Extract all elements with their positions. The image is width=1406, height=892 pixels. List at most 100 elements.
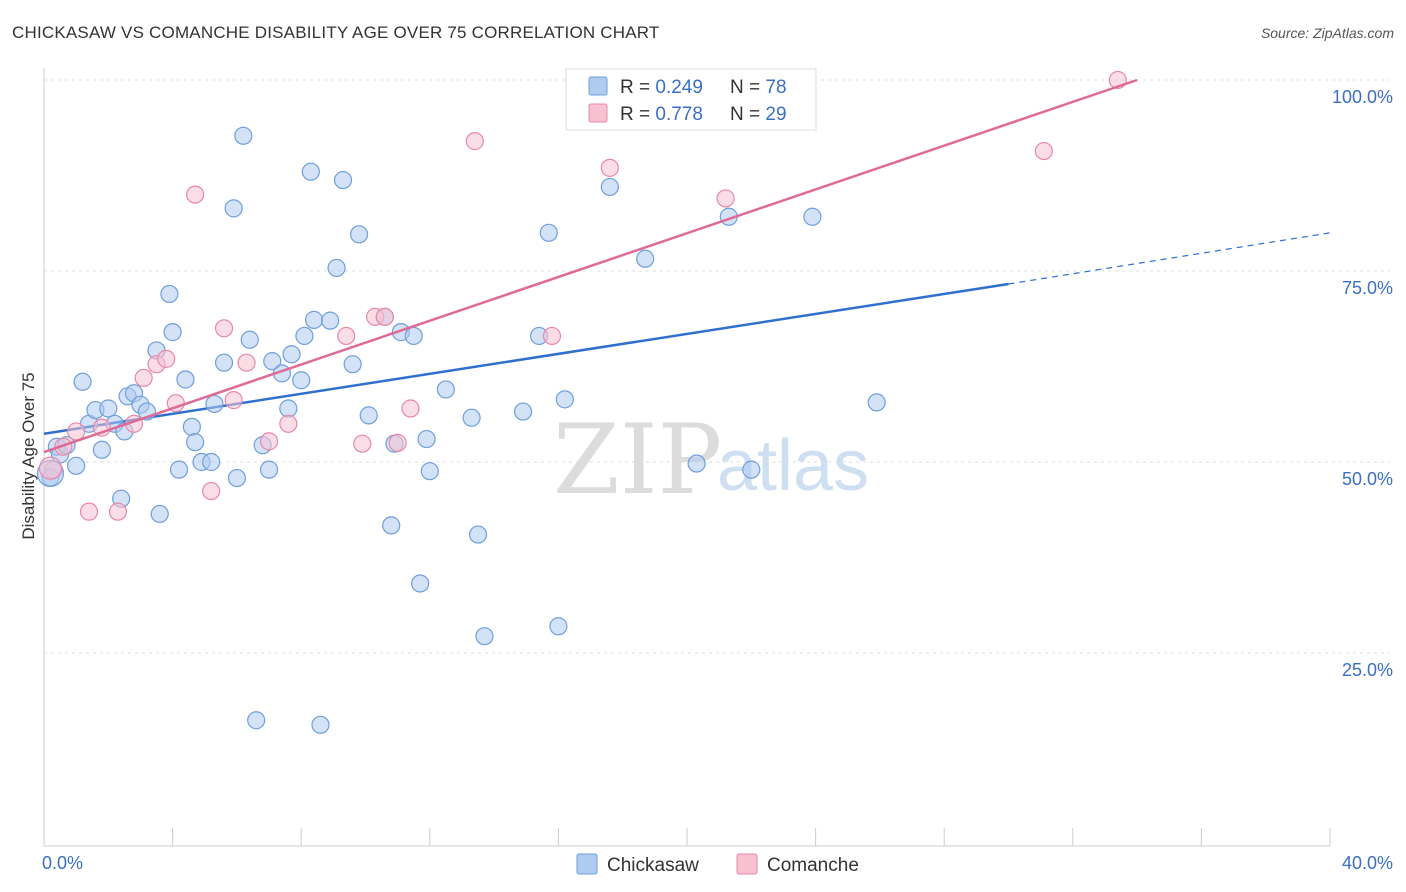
point-comanche bbox=[375, 307, 394, 326]
trend-line-comanche bbox=[43, 78, 1138, 454]
point-comanche bbox=[716, 189, 735, 208]
legend-r-label-2: R = 0.778 bbox=[620, 104, 703, 125]
point-chickasaw bbox=[224, 199, 243, 218]
point-chickasaw bbox=[263, 352, 282, 371]
tick-labels: 25.0% 50.0% 75.0% 100.0% 0.0% 40.0% bbox=[42, 87, 1393, 873]
point-chickasaw bbox=[549, 617, 568, 636]
point-chickasaw bbox=[349, 225, 369, 244]
point-chickasaw bbox=[475, 627, 494, 646]
point-chickasaw bbox=[436, 380, 455, 399]
point-chickasaw bbox=[214, 353, 234, 372]
data-points bbox=[36, 70, 1138, 734]
correlation-legend: R = 0.249 N = 78 R = 0.778 N = 29 bbox=[565, 68, 817, 131]
chart-title: CHICKASAW VS COMANCHE DISABILITY AGE OVE… bbox=[12, 23, 660, 42]
point-chickasaw bbox=[227, 468, 246, 488]
point-chickasaw bbox=[513, 402, 533, 421]
point-comanche bbox=[108, 502, 128, 521]
point-chickasaw bbox=[420, 462, 439, 481]
bottom-legend-swatch-chickasaw bbox=[576, 853, 598, 875]
trend-line-chickasaw bbox=[43, 282, 1009, 435]
point-chickasaw bbox=[333, 170, 353, 190]
point-comanche bbox=[224, 391, 243, 410]
point-chickasaw bbox=[182, 417, 201, 436]
point-comanche bbox=[214, 319, 234, 338]
point-chickasaw bbox=[163, 323, 182, 342]
x-tick-label: 0.0% bbox=[42, 853, 83, 873]
point-chickasaw bbox=[301, 162, 320, 181]
point-chickasaw bbox=[382, 516, 401, 535]
point-chickasaw bbox=[295, 326, 314, 346]
point-comanche bbox=[134, 368, 153, 388]
legend-swatch-chickasaw bbox=[588, 76, 608, 96]
point-chickasaw bbox=[259, 460, 279, 479]
legend-r-label-1: R = 0.249 bbox=[620, 77, 703, 98]
y-tick-label: 75.0% bbox=[1342, 278, 1393, 298]
point-chickasaw bbox=[240, 330, 259, 349]
legend-n-value-1: 78 bbox=[765, 77, 786, 98]
point-comanche bbox=[353, 434, 372, 453]
point-comanche bbox=[79, 502, 99, 521]
bottom-legend-swatch-comanche bbox=[736, 853, 758, 875]
point-chickasaw bbox=[687, 454, 706, 473]
point-chickasaw bbox=[160, 284, 179, 304]
point-chickasaw bbox=[803, 207, 822, 226]
point-chickasaw bbox=[282, 345, 301, 364]
point-chickasaw bbox=[150, 504, 169, 524]
point-chickasaw bbox=[404, 326, 423, 346]
axes bbox=[43, 68, 1331, 847]
legend-n-value-2: 29 bbox=[765, 104, 786, 125]
point-comanche bbox=[279, 414, 298, 433]
point-chickasaw bbox=[247, 711, 266, 730]
point-chickasaw bbox=[468, 525, 488, 544]
point-chickasaw bbox=[867, 393, 886, 412]
point-chickasaw bbox=[417, 429, 436, 449]
y-axis-label: Disability Age Over 75 bbox=[19, 372, 38, 539]
point-comanche bbox=[186, 185, 205, 204]
point-chickasaw bbox=[327, 258, 346, 278]
point-chickasaw bbox=[359, 406, 378, 425]
point-chickasaw bbox=[742, 460, 761, 479]
point-chickasaw bbox=[92, 440, 111, 459]
legend-swatch-comanche bbox=[588, 103, 608, 123]
trend-lines bbox=[43, 232, 1331, 435]
point-chickasaw bbox=[176, 370, 195, 389]
point-comanche bbox=[388, 433, 407, 452]
point-comanche bbox=[67, 422, 86, 441]
point-chickasaw bbox=[279, 399, 298, 418]
legend-r-value-1: 0.249 bbox=[655, 77, 703, 98]
watermark-atlas: atlas bbox=[717, 426, 869, 506]
point-chickasaw bbox=[462, 408, 481, 427]
point-comanche bbox=[202, 481, 221, 501]
point-comanche bbox=[38, 456, 63, 480]
series-legend: Chickasaw Comanche bbox=[576, 853, 859, 876]
bottom-legend-chickasaw: Chickasaw bbox=[607, 855, 699, 876]
point-comanche bbox=[1034, 141, 1053, 161]
trend-line-chickasaw-extension bbox=[1008, 232, 1331, 285]
point-comanche bbox=[237, 353, 256, 372]
point-chickasaw bbox=[205, 394, 224, 414]
point-comanche bbox=[157, 349, 176, 368]
point-chickasaw bbox=[202, 452, 221, 472]
point-comanche bbox=[465, 132, 484, 151]
point-chickasaw bbox=[311, 715, 330, 734]
point-chickasaw bbox=[636, 249, 655, 268]
chart-source: Source: ZipAtlas.com bbox=[1261, 25, 1394, 41]
y-tick-label: 50.0% bbox=[1342, 469, 1393, 489]
x-tick-label: 40.0% bbox=[1342, 853, 1393, 873]
point-comanche bbox=[337, 326, 356, 346]
point-comanche bbox=[542, 326, 562, 346]
point-comanche bbox=[401, 399, 420, 418]
point-chickasaw bbox=[343, 355, 362, 374]
point-chickasaw bbox=[292, 371, 311, 390]
point-chickasaw bbox=[99, 399, 118, 418]
legend-n-label-2: N = 29 bbox=[730, 104, 787, 125]
bottom-legend-comanche: Comanche bbox=[767, 855, 859, 876]
point-chickasaw bbox=[555, 390, 574, 409]
point-chickasaw bbox=[321, 311, 340, 330]
point-comanche bbox=[600, 158, 619, 177]
point-chickasaw bbox=[600, 177, 619, 197]
point-chickasaw bbox=[73, 372, 92, 391]
legend-n-label-1: N = 78 bbox=[730, 77, 787, 98]
point-chickasaw bbox=[304, 310, 324, 329]
